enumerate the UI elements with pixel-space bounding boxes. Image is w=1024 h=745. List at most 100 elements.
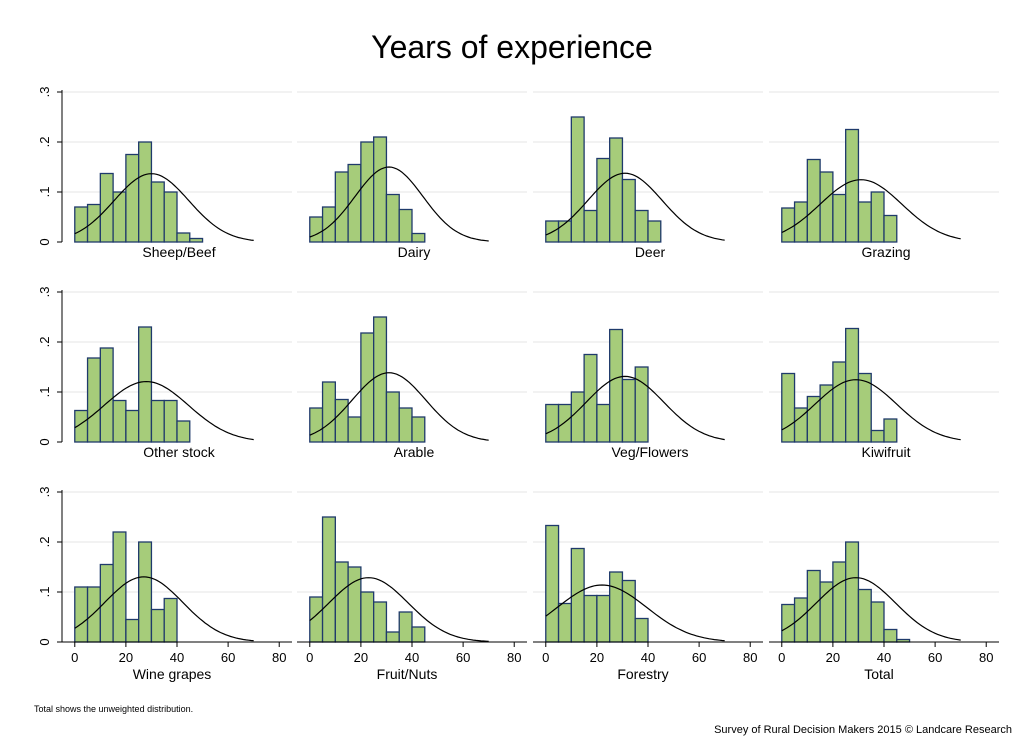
bar (334, 171, 349, 243)
bar (74, 586, 89, 643)
x-tick-label: 80 (743, 650, 757, 665)
panel-dairy: Dairy (297, 91, 527, 260)
bar (99, 172, 114, 243)
bar (398, 208, 413, 243)
y-tick-label: 0 (37, 438, 52, 445)
panel-grazing: Grazing (769, 91, 999, 260)
y-tick-label: .3 (37, 487, 52, 498)
bar (373, 316, 388, 443)
normal-curve (545, 172, 725, 241)
bar (596, 157, 611, 243)
bar (634, 366, 649, 443)
bar (557, 403, 572, 443)
bar (832, 561, 847, 643)
bar (385, 631, 400, 643)
normal-curve (309, 166, 489, 242)
x-tick-label: 80 (979, 650, 993, 665)
bar (609, 571, 624, 643)
bar (596, 403, 611, 443)
bar (883, 418, 898, 443)
x-tick-label: 40 (877, 650, 891, 665)
bar (883, 214, 898, 243)
x-tick-label: 60 (692, 650, 706, 665)
bar (781, 207, 796, 243)
y-tick-label: .2 (37, 137, 52, 148)
bar (545, 403, 560, 443)
bar (176, 232, 191, 243)
bar (545, 524, 560, 643)
panel-other-stock: 0 .1 .2 .3 Other stock (37, 287, 292, 460)
x-tick-label: 60 (456, 650, 470, 665)
bar (621, 378, 636, 443)
chart-title: Years of experience (371, 29, 653, 65)
bar (321, 206, 336, 243)
bar (781, 603, 796, 643)
panel-label: Kiwifruit (861, 444, 910, 460)
bar (373, 601, 388, 643)
bar (806, 395, 821, 443)
bar (557, 602, 572, 643)
normal-curve (74, 576, 254, 642)
y-tick-label: 0 (37, 638, 52, 645)
bar (583, 209, 598, 243)
bar (583, 594, 598, 643)
bar (347, 566, 362, 643)
panel-label: Other stock (143, 444, 216, 460)
panel-deer: Deer (533, 91, 763, 260)
bar (321, 516, 336, 643)
panel-label: Deer (635, 244, 666, 260)
bar (845, 541, 860, 643)
panel-label: Grazing (861, 244, 910, 260)
x-tick-label: 80 (507, 650, 521, 665)
panel-total: 0 20 40 60 80 Total (769, 491, 999, 682)
bar (857, 201, 872, 243)
panel-label: Wine grapes (133, 666, 212, 682)
bar (570, 116, 585, 243)
bar (832, 193, 847, 243)
bar (411, 232, 426, 243)
bar (819, 581, 834, 643)
x-tick-label: 0 (542, 650, 549, 665)
bar (138, 541, 153, 643)
bar (870, 429, 885, 443)
y-tick-label: .3 (37, 87, 52, 98)
bar (176, 420, 191, 443)
bar (621, 178, 636, 243)
x-tick-label: 0 (306, 650, 313, 665)
panel-veg-flowers: Veg/Flowers (533, 291, 763, 460)
panel-kiwifruit: Kiwifruit (769, 291, 999, 460)
y-tick-label: .1 (37, 187, 52, 198)
bar (857, 588, 872, 643)
bar (150, 399, 165, 443)
bar (163, 399, 178, 443)
x-tick-label: 20 (590, 650, 604, 665)
panel-label: Arable (394, 444, 435, 460)
x-tick-label: 0 (778, 650, 785, 665)
bar (793, 201, 808, 243)
normal-curve (74, 380, 254, 441)
panel-sheep-beef: 0 .1 .2 .3 Sheep/Beef (37, 87, 292, 260)
panel-label: Dairy (398, 244, 431, 260)
bar (138, 141, 153, 243)
bar (870, 191, 885, 243)
bar (781, 372, 796, 443)
x-tick-label: 0 (71, 650, 78, 665)
panel-label: Sheep/Beef (142, 244, 215, 260)
panels: 0 .1 .2 .3 Sheep/Beef Dairy Deer Grazing 0 .1 .2 .3… (37, 87, 999, 682)
bar (870, 601, 885, 643)
bar (411, 416, 426, 443)
y-tick-label: .1 (37, 387, 52, 398)
bar (163, 597, 178, 643)
x-tick-label: 20 (826, 650, 840, 665)
bar (411, 626, 426, 643)
y-tick-label: .2 (37, 337, 52, 348)
bar (86, 357, 101, 443)
panel-label: Fruit/Nuts (377, 666, 438, 682)
bar (832, 361, 847, 443)
bar (86, 203, 101, 243)
bar (112, 399, 127, 443)
bar (398, 407, 413, 443)
normal-curve (545, 375, 725, 441)
bar (150, 181, 165, 243)
